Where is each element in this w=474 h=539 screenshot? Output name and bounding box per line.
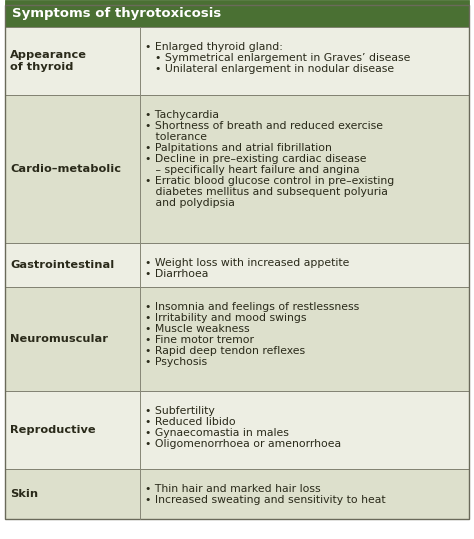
Text: diabetes mellitus and subsequent polyuria: diabetes mellitus and subsequent polyuri… bbox=[145, 187, 388, 197]
Text: • Gynaecomastia in males: • Gynaecomastia in males bbox=[145, 428, 289, 438]
Text: • Psychosis: • Psychosis bbox=[145, 357, 207, 367]
Text: Neuromuscular: Neuromuscular bbox=[10, 334, 108, 344]
Text: • Weight loss with increased appetite: • Weight loss with increased appetite bbox=[145, 258, 349, 268]
Text: Skin: Skin bbox=[10, 489, 38, 499]
Text: • Thin hair and marked hair loss: • Thin hair and marked hair loss bbox=[145, 484, 320, 494]
Bar bbox=[5, 0, 469, 27]
Bar bbox=[140, 27, 469, 95]
Text: • Oligomenorrhoea or amenorrhoea: • Oligomenorrhoea or amenorrhoea bbox=[145, 439, 341, 449]
Text: • Diarrhoea: • Diarrhoea bbox=[145, 269, 208, 279]
Text: • Erratic blood glucose control in pre–existing: • Erratic blood glucose control in pre–e… bbox=[145, 176, 394, 186]
Text: • Muscle weakness: • Muscle weakness bbox=[145, 324, 249, 334]
Text: Appearance
of thyroid: Appearance of thyroid bbox=[10, 50, 87, 72]
Text: and polydipsia: and polydipsia bbox=[145, 198, 235, 208]
Bar bbox=[140, 243, 469, 287]
Text: • Fine motor tremor: • Fine motor tremor bbox=[145, 335, 254, 345]
Text: • Tachycardia: • Tachycardia bbox=[145, 110, 219, 120]
Text: Reproductive: Reproductive bbox=[10, 425, 96, 435]
Text: • Insomnia and feelings of restlessness: • Insomnia and feelings of restlessness bbox=[145, 302, 359, 312]
Text: Gastrointestinal: Gastrointestinal bbox=[10, 260, 114, 270]
Bar bbox=[140, 287, 469, 391]
Text: • Unilateral enlargement in nodular disease: • Unilateral enlargement in nodular dise… bbox=[155, 64, 394, 74]
Text: • Symmetrical enlargement in Graves’ disease: • Symmetrical enlargement in Graves’ dis… bbox=[155, 53, 410, 63]
Bar bbox=[5, 287, 140, 391]
Text: – specifically heart failure and angina: – specifically heart failure and angina bbox=[145, 165, 359, 175]
Bar bbox=[140, 469, 469, 519]
Text: tolerance: tolerance bbox=[145, 132, 207, 142]
Text: • Irritability and mood swings: • Irritability and mood swings bbox=[145, 313, 306, 323]
Text: Symptoms of thyrotoxicosis: Symptoms of thyrotoxicosis bbox=[12, 7, 221, 20]
Text: • Palpitations and atrial fibrillation: • Palpitations and atrial fibrillation bbox=[145, 143, 332, 153]
Bar bbox=[5, 469, 140, 519]
Bar bbox=[5, 95, 140, 243]
Text: Cardio–metabolic: Cardio–metabolic bbox=[10, 164, 121, 174]
Bar bbox=[140, 95, 469, 243]
Text: • Subfertility: • Subfertility bbox=[145, 406, 215, 416]
Bar bbox=[140, 391, 469, 469]
Text: • Reduced libido: • Reduced libido bbox=[145, 417, 236, 427]
Text: • Decline in pre–existing cardiac disease: • Decline in pre–existing cardiac diseas… bbox=[145, 154, 366, 164]
Bar bbox=[5, 243, 140, 287]
Text: • Enlarged thyroid gland:: • Enlarged thyroid gland: bbox=[145, 42, 283, 52]
Text: • Shortness of breath and reduced exercise: • Shortness of breath and reduced exerci… bbox=[145, 121, 383, 131]
Bar bbox=[5, 391, 140, 469]
Bar bbox=[5, 27, 140, 95]
Text: • Increased sweating and sensitivity to heat: • Increased sweating and sensitivity to … bbox=[145, 495, 385, 505]
Text: • Rapid deep tendon reflexes: • Rapid deep tendon reflexes bbox=[145, 346, 305, 356]
